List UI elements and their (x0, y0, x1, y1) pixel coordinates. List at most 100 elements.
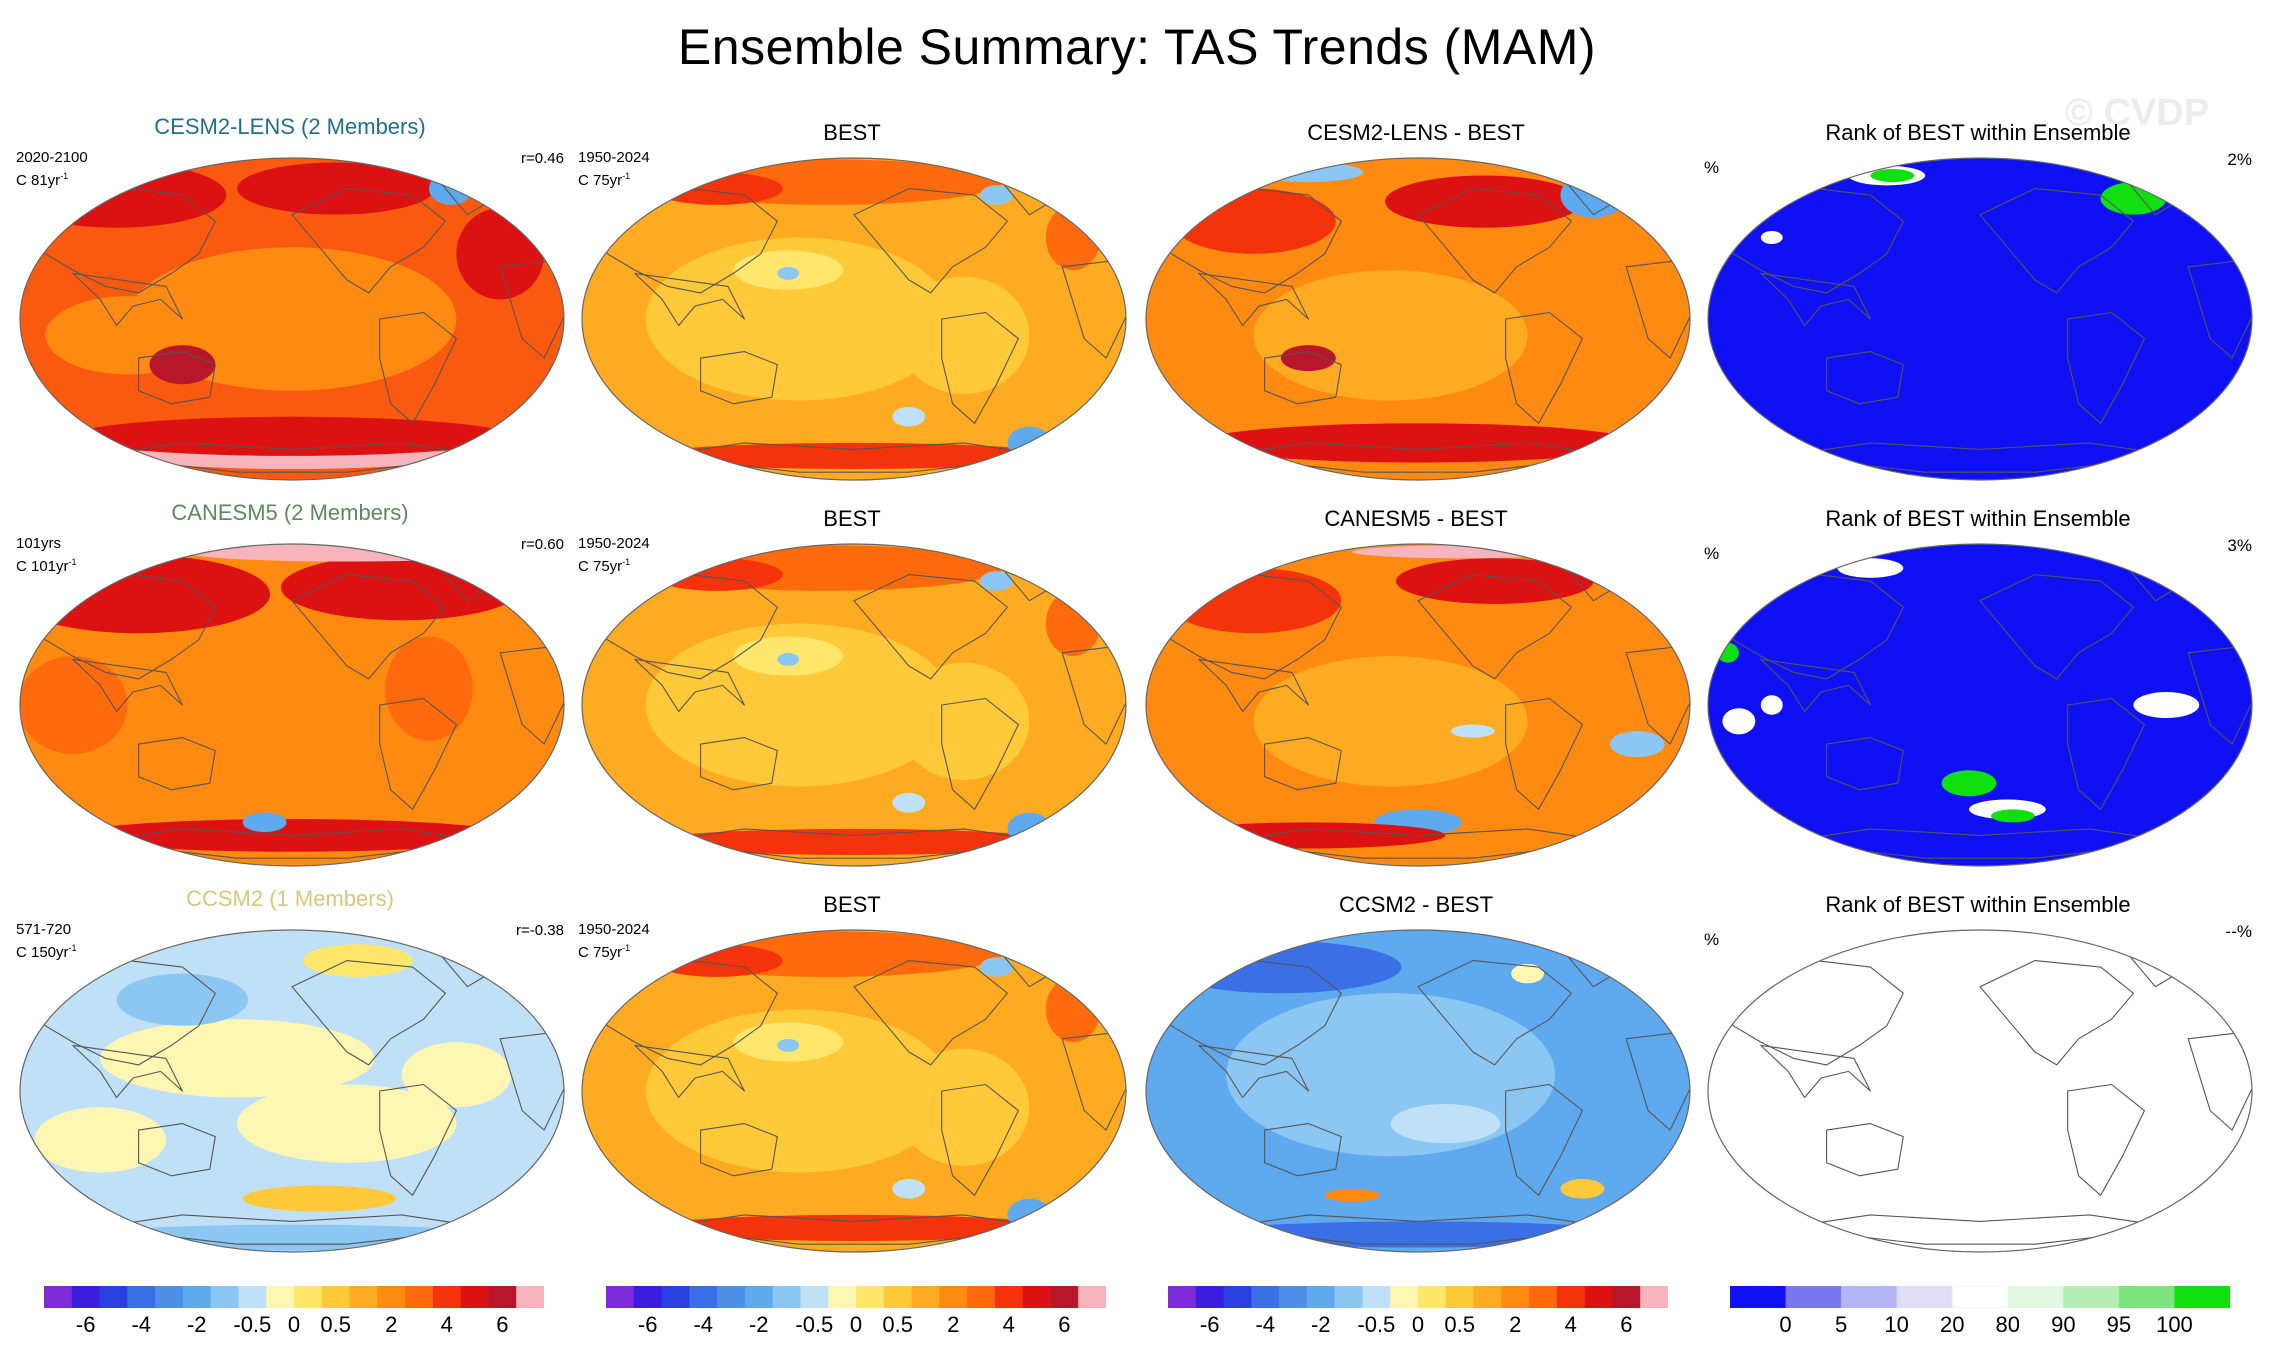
coastline (634, 1044, 745, 1099)
units-line: C 101yr-1 (16, 553, 77, 576)
coastline (634, 658, 745, 713)
coastline (291, 188, 446, 294)
field-contour (777, 1038, 800, 1052)
colorbar-tick: 100 (2156, 1312, 2193, 1337)
colorbar-swatch (661, 1286, 690, 1308)
coastline (94, 828, 490, 859)
colorbar-swatch (432, 1286, 462, 1308)
colorbar-swatch (1279, 1286, 1308, 1308)
colorbar-swatch (377, 1286, 406, 1308)
coastline (291, 574, 446, 680)
colorbar-tick-labels: -6 -4 -2 -0.5 0 0.5 2 4 6 (606, 1312, 1106, 1342)
coastline (1264, 1123, 1342, 1177)
coastline (700, 351, 778, 405)
colorbar-swatch (1223, 1286, 1252, 1308)
coastline (634, 272, 745, 327)
panel-model-row2: CANESM5 (2 Members) 101yrs C 101yr-1 r=0.60 (10, 500, 570, 867)
field-contour (645, 442, 1063, 469)
field-contour (1045, 976, 1101, 1043)
field-contour (302, 944, 413, 977)
colorbar-swatch (460, 1286, 489, 1308)
map-border (581, 157, 1127, 481)
colorbar-swatch (939, 1286, 968, 1308)
field-contour (20, 656, 128, 754)
units-line: C 81yr-1 (16, 167, 88, 190)
colorbar-trend-3: -6 -4 -2 -0.5 0 0.5 2 4 6 (1168, 1286, 1669, 1337)
coastline (941, 697, 1019, 810)
coastline (94, 442, 490, 473)
colorbar-tick: 4 (440, 1312, 453, 1337)
colorbar-swatch (606, 1286, 635, 1308)
colorbar-swatch (1584, 1286, 1613, 1308)
field-contour (242, 812, 287, 833)
coastline (291, 960, 446, 1066)
colorbar-tick: 0 (287, 1312, 301, 1337)
panel-diff-row1: CESM2-LENS - BEST (1136, 120, 1696, 481)
colorbar-swatch (1951, 1285, 2009, 1309)
coastline (72, 1044, 183, 1099)
coastline (1826, 1123, 1904, 1177)
units-superscript: -1 (622, 943, 631, 953)
coastline (1760, 658, 1871, 713)
field-contour (1198, 423, 1638, 463)
colorbar-swatch (856, 1286, 885, 1308)
colorbar-tick: 6 (496, 1312, 509, 1337)
field-contour (237, 162, 435, 215)
colorbar-swatch (1195, 1286, 1225, 1308)
field-contour (237, 1084, 457, 1163)
field-contour (1253, 656, 1528, 787)
panel-rank-row3: Rank of BEST within Ensemble% --% (1698, 892, 2258, 1253)
rank-percent-label: % (1704, 930, 1720, 949)
field-contour (1171, 822, 1446, 849)
panel-title-diff: CANESM5 - BEST (1324, 506, 1508, 531)
field-contour (1007, 426, 1052, 460)
coastline (1760, 272, 1871, 327)
colorbar-tick: 0.5 (320, 1312, 351, 1337)
units-label: C 75yr (578, 558, 623, 575)
map-border (1145, 157, 1691, 481)
colorbar-tick-labels: 0 5 10 20 80 90 95 100 (1730, 1312, 2230, 1342)
colorbar-rank: 0 5 10 20 80 90 95 100 (1730, 1285, 2231, 1337)
field-contour (2100, 182, 2167, 215)
colorbar-swatch (911, 1286, 940, 1308)
field-contour (645, 1214, 1063, 1241)
colorbar-swatch (883, 1286, 913, 1308)
colorbar-swatch (1896, 1286, 1953, 1308)
coastline (1198, 1044, 1309, 1099)
units-line: C 75yr-1 (578, 939, 650, 962)
colorbar-tick: -4 (693, 1312, 713, 1337)
colorbar-swatch (967, 1286, 996, 1308)
units-line: C 75yr-1 (578, 167, 650, 190)
colorbar-swatch (1334, 1286, 1363, 1308)
colorbar-swatch (744, 1286, 774, 1308)
colorbar-swatch (1390, 1286, 1419, 1308)
units-line: C 75yr-1 (578, 553, 650, 576)
colorbar-swatch (689, 1286, 718, 1308)
colorbar-swatch (210, 1286, 239, 1308)
colorbar-swatch (1445, 1286, 1475, 1308)
units-label: C 75yr (578, 172, 623, 189)
field-contour (182, 544, 512, 562)
field-contour (1253, 270, 1528, 401)
panel-rank-row2: Rank of BEST within Ensemble% 3% (1698, 506, 2258, 867)
panel-diff-row2: CANESM5 - BEST (1136, 506, 1696, 867)
colorbar-tick: -2 (748, 1312, 769, 1337)
colorbar-tick-labels: -6 -4 -2 -0.5 0 0.5 2 4 6 (1168, 1312, 1668, 1342)
field-contour (777, 652, 800, 666)
field-contour (20, 555, 271, 634)
map-cool (19, 929, 565, 1253)
colorbar-swatch (1612, 1286, 1641, 1308)
field-contour (1511, 963, 1545, 984)
field-contour (1870, 169, 1915, 183)
map-border (19, 543, 565, 867)
map-blue-diff (1145, 929, 1691, 1253)
rank-percent-value: --% (2225, 922, 2252, 941)
colorbar-tick: -0.5 (795, 1312, 834, 1337)
colorbar-tick: 6 (1620, 1312, 1633, 1337)
period-units-label: 571-720 C 150yr-1 (16, 920, 77, 962)
pattern-correlation: r=0.46 (521, 150, 564, 167)
field-contour (645, 1009, 953, 1173)
colorbar-tick: 4 (1564, 1312, 1577, 1337)
colorbar-swatch (717, 1286, 746, 1308)
colorbar-swatches (44, 1286, 545, 1308)
